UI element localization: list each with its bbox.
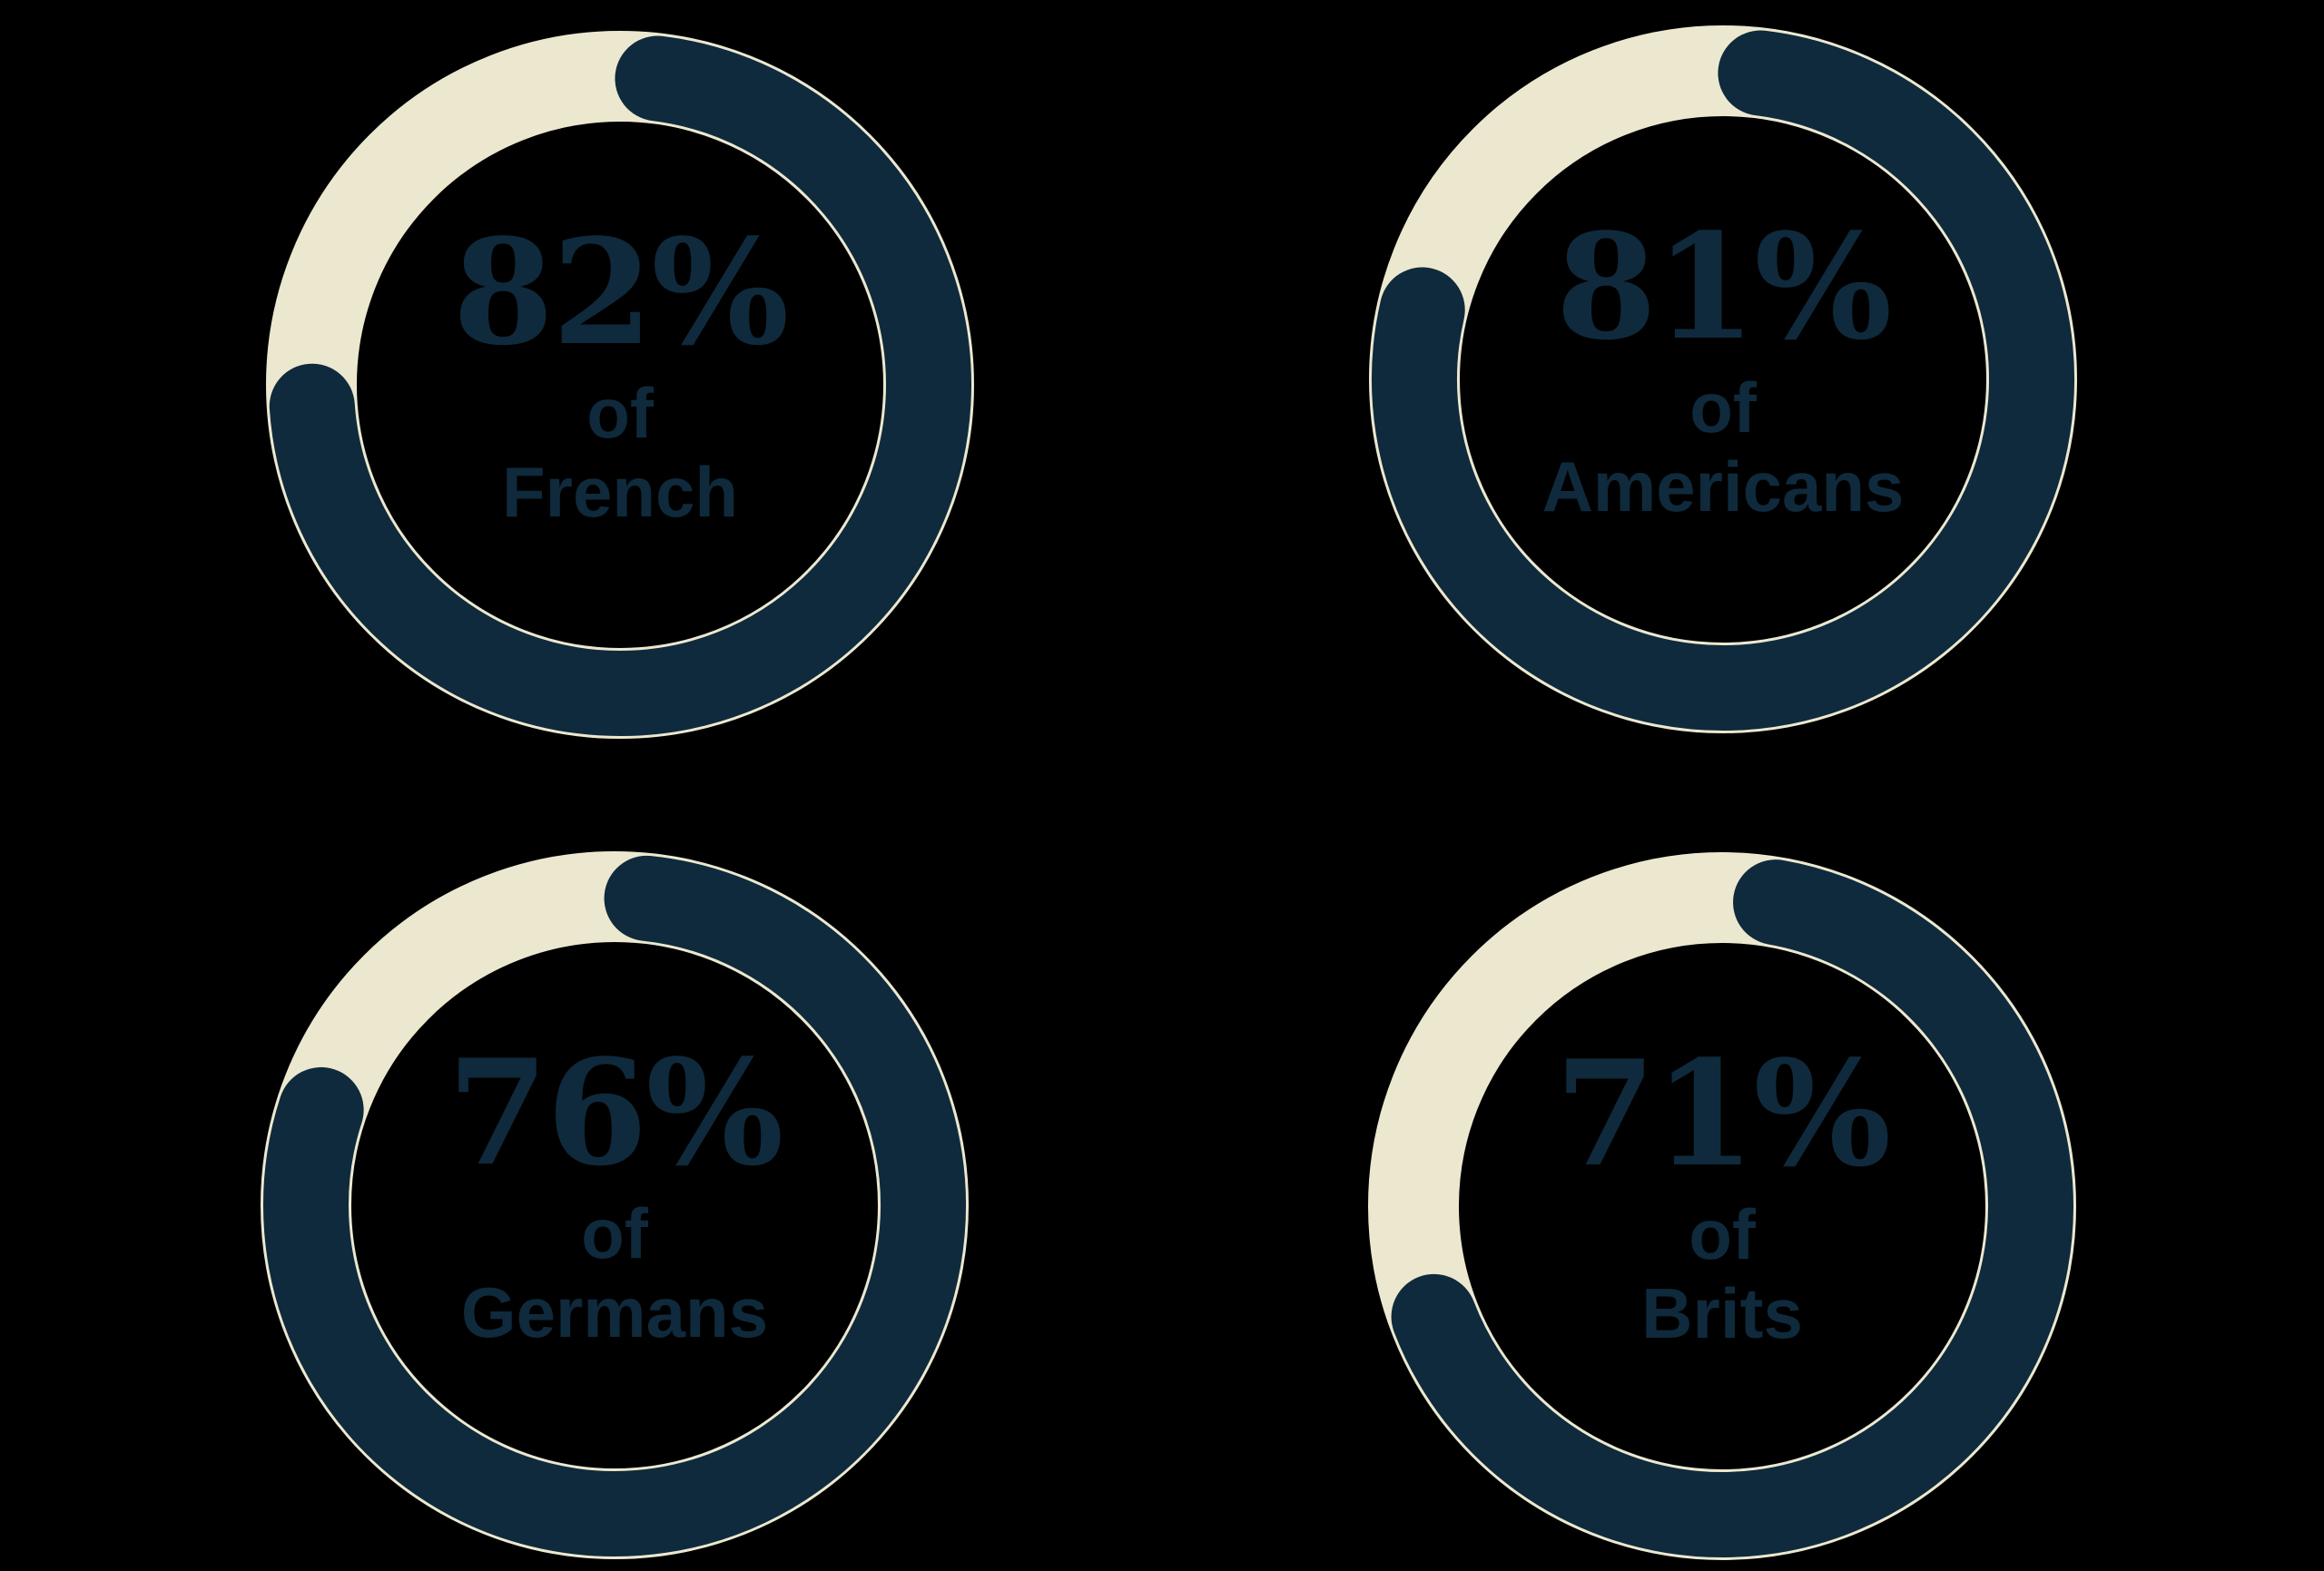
- donut-svg: [266, 31, 974, 739]
- donut-chart-germans: 76% of Germans: [251, 842, 978, 1568]
- donut-svg: [1369, 25, 2077, 733]
- donut-chart-french: 82% of French: [257, 22, 983, 748]
- donut-ring-fill: [269, 35, 971, 736]
- donut-svg: [261, 851, 969, 1559]
- donut-chart-americans: 81% of Americans: [1360, 16, 2086, 742]
- donut-ring-fill: [263, 855, 966, 1556]
- donut-chart-brits: 71% of Brits: [1359, 843, 2085, 1569]
- donut-ring-fill: [1372, 30, 2074, 731]
- donut-svg: [1368, 852, 2076, 1560]
- donut-ring-fill: [1391, 859, 2073, 1557]
